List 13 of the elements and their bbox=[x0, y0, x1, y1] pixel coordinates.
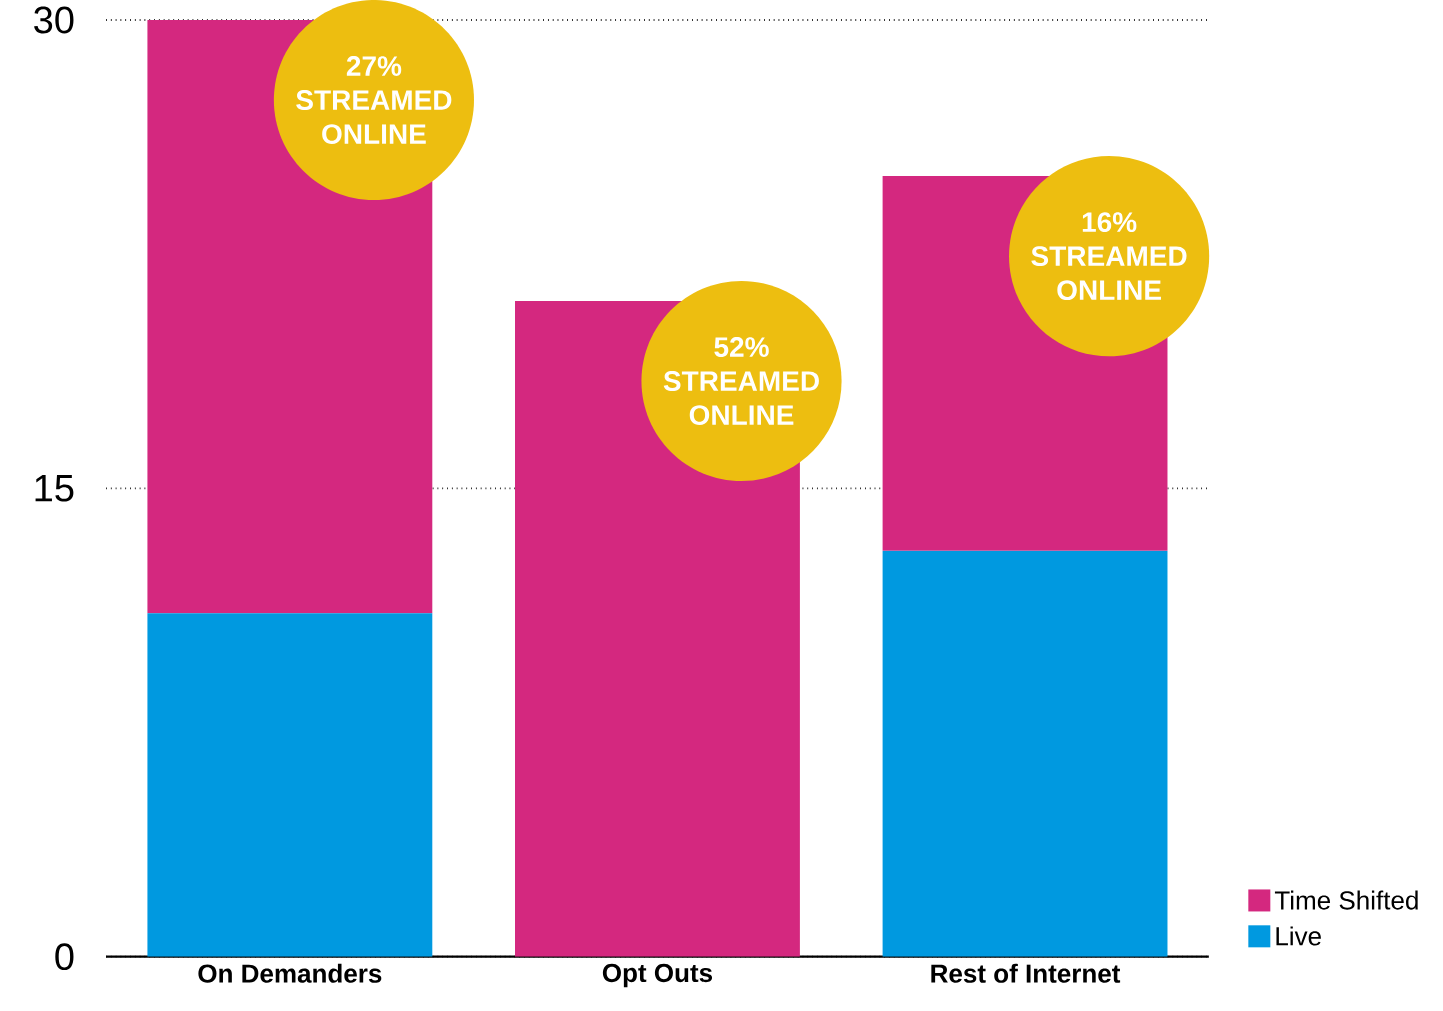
annotation: 52% STREAMED ONLINE bbox=[663, 337, 819, 426]
y-tick-label: 0 bbox=[55, 943, 74, 971]
x-tick-label: On Demanders bbox=[198, 963, 382, 983]
y-tick-label: 30 bbox=[34, 6, 74, 34]
x-tick-label: Rest of Internet bbox=[931, 963, 1121, 983]
annotation: 16% STREAMED ONLINE bbox=[1031, 212, 1187, 301]
legend-label: Live bbox=[1276, 926, 1321, 946]
x-tick-label: Opt Outs bbox=[602, 963, 713, 988]
bar bbox=[882, 550, 1168, 957]
y-tick-label: 15 bbox=[35, 475, 74, 502]
annotation: 27% STREAMED ONLINE bbox=[296, 56, 452, 145]
bar bbox=[147, 613, 433, 957]
legend-label: Time Shifted bbox=[1274, 890, 1418, 910]
